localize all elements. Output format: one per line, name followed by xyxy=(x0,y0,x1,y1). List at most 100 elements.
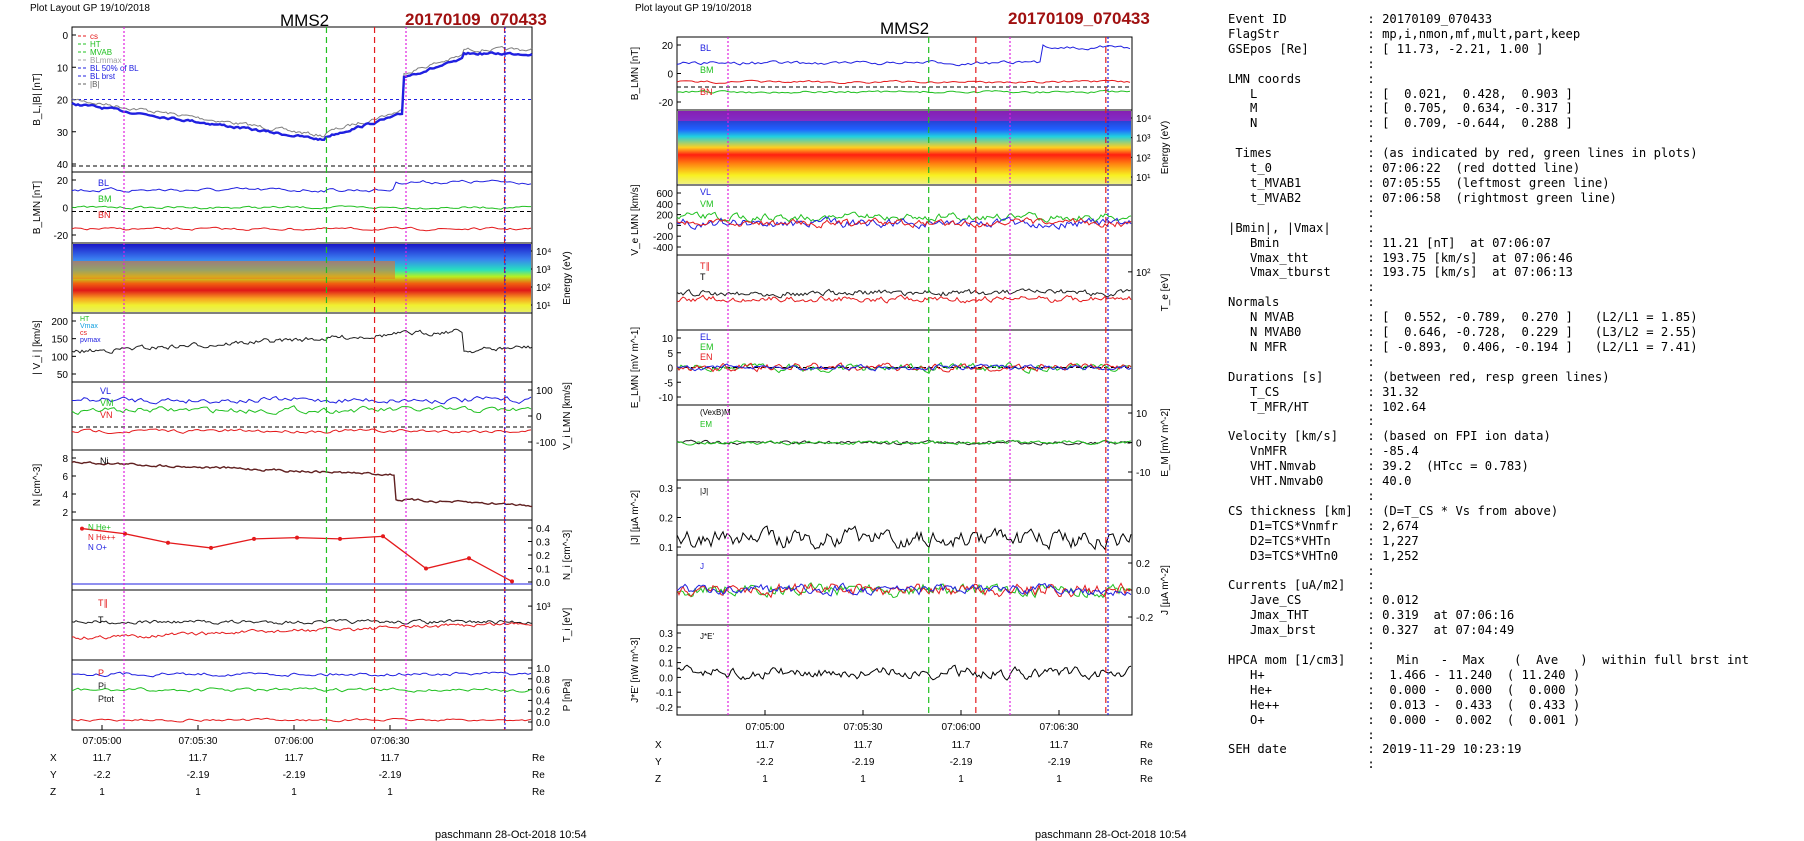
legend-entry: BL brst xyxy=(90,72,116,81)
right-panel-frame xyxy=(676,479,1133,556)
series-label: T xyxy=(98,615,104,625)
readout-line: t_0 : 07:06:22 (red dotted line) xyxy=(1228,161,1581,176)
he-plus-plus-line xyxy=(81,527,513,582)
right-panel-ylabel: B_LMN [nT] xyxy=(630,47,641,101)
readout-line: : xyxy=(1228,56,1375,71)
right-panel-ylabel: E_LMN [mV m^-1] xyxy=(630,327,641,409)
y-tick-label: 8 xyxy=(62,454,68,465)
readout-line: N MFR : [ -0.893, 0.406, -0.194 ] (L2/L1… xyxy=(1228,339,1698,354)
jl-trace xyxy=(676,582,1132,597)
series-label: T∥ xyxy=(700,261,710,271)
series-label: VL xyxy=(700,187,711,197)
right-panel-ylabel: E_M [mV m^-2] xyxy=(1160,408,1171,477)
readout-line: FlagStr : mp,i,nmon,mf,mult,part,keep xyxy=(1228,26,1581,41)
je-trace xyxy=(676,664,1132,681)
pos-row-value: 1 xyxy=(860,774,866,785)
left-event-title: 20170109_070433 xyxy=(405,10,547,29)
y-tick-label: 0.1 xyxy=(659,543,673,554)
series-label: VN xyxy=(100,410,113,420)
series-label: Ni xyxy=(100,456,109,466)
pos-row-value: -2.19 xyxy=(852,757,875,768)
pos-row-unit: Re xyxy=(1140,757,1153,768)
readout-line: Bmin : 11.21 [nT] at 07:06:07 xyxy=(1228,235,1551,250)
y-tick-label: 10² xyxy=(1136,153,1151,164)
left-panel-frame xyxy=(71,171,533,244)
y-tick-label: -5 xyxy=(664,378,673,389)
right-spacecraft-title: MMS2 xyxy=(880,19,929,38)
pos-row-label: Y xyxy=(655,757,662,768)
readout-line: : xyxy=(1228,205,1375,220)
series-label: BN xyxy=(700,87,713,97)
y-tick-label: 0.6 xyxy=(536,686,550,697)
y-tick-label: 0.4 xyxy=(536,524,550,535)
readout-line: t_MVAB2 : 07:06:58 (rightmost green line… xyxy=(1228,190,1617,205)
readout-line: T_MFR/HT : 102.64 xyxy=(1228,399,1427,414)
left-panel-ylabel: N [cm^-3] xyxy=(32,464,43,507)
readout-line: SEH date : 2019-11-29 10:23:19 xyxy=(1228,742,1522,757)
pos-row-value: 1 xyxy=(195,787,201,798)
ti-par-trace xyxy=(71,622,533,640)
y-tick-label: -10 xyxy=(1136,468,1151,479)
right-footer: paschmann 28-Oct-2018 10:54 xyxy=(1035,829,1187,841)
readout-line: Vmax_tburst : 193.75 [km/s] at 07:06:13 xyxy=(1228,265,1573,280)
readout-line: Times : (as indicated by red, green line… xyxy=(1228,146,1698,161)
legend-entry: Vmax xyxy=(80,323,98,330)
left-panel-ylabel: Energy (eV) xyxy=(562,251,573,304)
left-panel-ylabel: | V_i | [km/s] xyxy=(32,320,43,375)
p-trace xyxy=(71,671,532,678)
x-tick-label: 07:05:30 xyxy=(179,736,218,747)
y-tick-label: 0.0 xyxy=(536,578,550,589)
readout-line: : xyxy=(1228,638,1375,653)
y-tick-label: 20 xyxy=(57,96,69,107)
readout-line: : xyxy=(1228,489,1375,503)
readout-line: Event ID : 20170109_070433 xyxy=(1228,12,1493,26)
series-label: EM xyxy=(700,342,714,352)
readout-line: VHT.Nmvab : 39.2 (HTcc = 0.783) xyxy=(1228,459,1529,474)
legend-entry: MVAB xyxy=(90,48,112,57)
readout-line: : xyxy=(1228,757,1375,772)
legend-entry: HT xyxy=(90,40,101,49)
series-label: T∥ xyxy=(98,598,108,608)
pos-row-value: 11.7 xyxy=(756,740,775,751)
series-label: BL xyxy=(98,178,109,188)
bm-trace xyxy=(676,79,1131,85)
y-tick-label: 10⁴ xyxy=(536,247,551,258)
ve-l-trace xyxy=(676,216,1132,231)
y-tick-label: 10² xyxy=(536,283,551,294)
bt-line xyxy=(71,45,533,138)
x-tick-label: 07:05:00 xyxy=(83,736,122,747)
y-tick-label: -100 xyxy=(536,438,556,449)
legend-entry: BL 50% of BL xyxy=(90,64,139,73)
left-panel-ylabel: P [nPa] xyxy=(562,678,573,711)
y-tick-label: 50 xyxy=(57,370,69,381)
pi-trace xyxy=(71,687,532,693)
y-tick-label: 0.0 xyxy=(659,673,673,684)
readout-line: VnMFR : -85.4 xyxy=(1228,444,1419,459)
pos-row-label: Z xyxy=(50,787,56,798)
y-tick-label: 2 xyxy=(62,508,68,519)
readout-line: D3=TCS*VHTn0 : 1,252 xyxy=(1228,548,1419,563)
vl-trace xyxy=(72,396,532,405)
legend-entry: N He+ xyxy=(88,523,111,532)
series-label: BL xyxy=(700,43,711,53)
pos-row-label: X xyxy=(50,753,57,764)
pos-row-value: 11.7 xyxy=(1050,740,1069,751)
y-tick-label: -0.2 xyxy=(1136,613,1154,624)
series-label: (VexB)M xyxy=(700,408,731,417)
y-tick-label: 0.3 xyxy=(659,484,673,495)
series-label: VL xyxy=(100,386,111,396)
series-label: EM xyxy=(700,420,712,429)
readout-line: Vmax_tht : 193.75 [km/s] at 07:06:46 xyxy=(1228,250,1573,265)
series-label: BN xyxy=(98,210,111,220)
legend-entry: N O+ xyxy=(88,543,107,552)
right-panel-ylabel: Energy (eV) xyxy=(1160,121,1171,174)
series-label: VM xyxy=(100,398,114,408)
series-label: J xyxy=(700,562,704,571)
legend-entry: cs xyxy=(90,32,98,41)
pos-row-value: -2.2 xyxy=(93,770,111,781)
y-tick-label: 10 xyxy=(1136,409,1148,420)
y-tick-label: 0.2 xyxy=(659,644,673,655)
y-tick-label: -400 xyxy=(653,243,673,254)
ve-n-trace xyxy=(676,217,1132,229)
